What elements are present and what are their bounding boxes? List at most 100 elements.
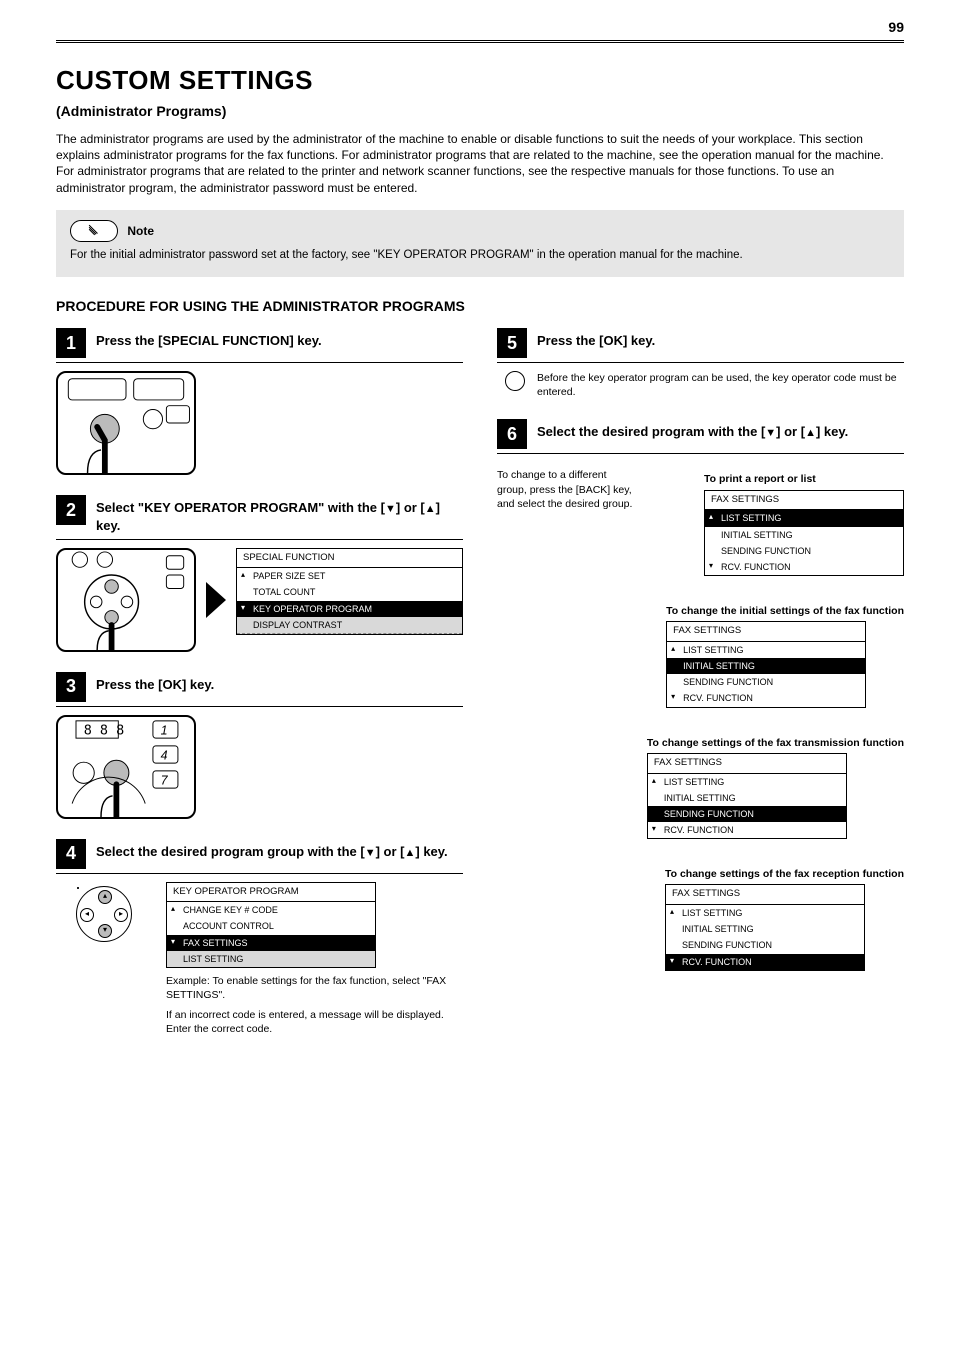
lcd6a-row: SENDING FUNCTION [705,543,903,559]
step-5-text: Press the [OK] key. [537,328,904,350]
down-caret-icon: ▾ [709,561,713,572]
lcd6b-title: FAX SETTINGS [667,622,865,642]
step-4: 4 Select the desired program group with … [56,839,463,1037]
step-4-text-post: ] key. [415,844,447,859]
arrow-icon [206,582,226,618]
step-4-number: 4 [56,839,86,869]
down-caret-icon: ▾ [652,824,656,835]
right-column: 5 Press the [OK] key. Before the key ope… [497,328,904,1056]
dpad-illustration: ▴ ▾ ◂ ▸ [76,886,132,942]
lcd2-r1: PAPER SIZE SET [253,571,325,581]
lcd6d-row: INITIAL SETTING [666,921,864,937]
svg-text:8 8 8: 8 8 8 [84,723,125,738]
lcd6c-title: FAX SETTINGS [648,754,846,774]
lcd6a-row-selected: ▴ LIST SETTING [705,510,903,526]
lcd6d-row-selected: ▾RCV. FUNCTION [666,954,864,970]
section-heading: PROCEDURE FOR USING THE ADMINISTRATOR PR… [56,297,904,316]
page-subtitle: (Administrator Programs) [56,102,904,121]
lcd6a: FAX SETTINGS ▴LIST SETTING INITIAL SETTI… [704,490,904,576]
down-caret-icon: ▾ [671,692,675,703]
step-6-text-mid: ] or [ [776,424,805,439]
step-6-number: 6 [497,419,527,449]
lcd6d-r1: LIST SETTING [682,908,742,918]
lcd4-r1: CHANGE KEY # CODE [183,905,278,915]
step-2: 2 Select "KEY OPERATOR PROGRAM" with the… [56,495,463,651]
svg-text:4: 4 [161,748,168,762]
up-caret-icon: ▴ [652,776,656,787]
step-4-text-pre: Select the desired program group with th… [96,844,365,859]
lcd6b-row: ▾RCV. FUNCTION [667,690,865,706]
lcd6d: FAX SETTINGS ▴LIST SETTING INITIAL SETTI… [665,884,865,970]
lcd4-row: LIST SETTING [167,951,375,967]
up-caret-icon: ▴ [171,904,175,915]
lcd4-r3: FAX SETTINGS [183,938,248,948]
lcd4-title: KEY OPERATOR PROGRAM [167,883,375,903]
step-2-illustration [56,548,196,652]
lcd2-row: DISPLAY CONTRAST [237,617,462,634]
lcd2-row: ▴ PAPER SIZE SET [237,568,462,584]
lcd6b-r1: LIST SETTING [683,645,743,655]
step-3-illustration: 8 8 8 1 4 7 [56,715,196,819]
lcd4-row-selected: ▾ FAX SETTINGS [167,935,375,951]
dpad-up-icon: ▴ [98,890,112,904]
down-caret-icon: ▾ [241,603,245,614]
step-1: 1 Press the [SPECIAL FUNCTION] key. [56,328,463,475]
lcd6c-row: INITIAL SETTING [648,790,846,806]
step-1-illustration [56,371,196,475]
lcd6a-r4: RCV. FUNCTION [721,562,791,572]
note-box: Note For the initial administrator passw… [56,210,904,278]
lcd6b-row: ▴ LIST SETTING [667,642,865,658]
svg-text:7: 7 [161,773,169,787]
up-caret-icon: ▴ [671,644,675,655]
svg-text:1: 1 [161,723,168,737]
dpad-right-icon: ▸ [114,908,128,922]
step-4-text-mid: ] or [ [376,844,405,859]
step-4-text: Select the desired program group with th… [96,839,463,861]
step-3-number: 3 [56,672,86,702]
lcd6b-row-selected: INITIAL SETTING [667,658,865,674]
step-2-text-mid: ] or [ [396,500,425,515]
dpad-down-icon: ▾ [98,924,112,938]
lcd6a-title: FAX SETTINGS [705,491,903,511]
lcd2-r3: KEY OPERATOR PROGRAM [253,604,372,614]
up-caret-icon: ▴ [241,570,245,581]
top-rule [56,40,904,43]
note-label: Note [127,224,154,238]
note-icon [70,220,118,242]
page-title: CUSTOM SETTINGS [56,63,904,98]
step-2-text: Select "KEY OPERATOR PROGRAM" with the [… [96,495,463,534]
lcd6c: FAX SETTINGS ▴LIST SETTING INITIAL SETTI… [647,753,847,839]
step-4-lcd: KEY OPERATOR PROGRAM ▴CHANGE KEY # CODE … [166,882,376,968]
note-text: For the initial administrator password s… [70,248,890,264]
lcd6c-label: To change settings of the fax transmissi… [647,736,904,750]
dpad-left-icon: ◂ [80,908,94,922]
up-triangle-icon: ▲ [404,846,415,861]
lcd6a-row: ▾ RCV. FUNCTION [705,559,903,575]
step-5-sub: Before the key operator program can be u… [537,371,904,399]
lcd2-row: TOTAL COUNT [237,584,462,600]
lcd6c-r4: RCV. FUNCTION [664,825,734,835]
lcd6b: FAX SETTINGS ▴ LIST SETTING INITIAL SETTI… [666,621,866,707]
step-6-note: To change to a different group, press th… [497,462,633,970]
down-caret-icon: ▾ [171,937,175,948]
up-triangle-icon: ▲ [805,426,816,441]
step-1-text: Press the [SPECIAL FUNCTION] key. [96,328,463,350]
step-6: 6 Select the desired program with the [▼… [497,419,904,970]
step-5-number: 5 [497,328,527,358]
lcd6c-row: ▾ RCV. FUNCTION [648,822,846,838]
step-6-text-pre: Select the desired program with the [ [537,424,765,439]
lcd6b-label: To change the initial settings of the fa… [666,604,904,618]
lcd6c-row-selected: SENDING FUNCTION [648,806,846,822]
page-number: 99 [888,18,904,37]
ok-key-icon [505,371,525,391]
step-4-caution: If an incorrect code is entered, a messa… [166,1008,463,1036]
up-caret-icon: ▴ [709,512,713,523]
lcd6a-r1: LIST SETTING [721,513,781,523]
lcd6d-r4: RCV. FUNCTION [682,957,752,967]
left-column: 1 Press the [SPECIAL FUNCTION] key. [56,328,463,1056]
lcd6a-label: To print a report or list [704,472,904,486]
down-triangle-icon: ▼ [385,502,396,517]
lcd2-row-selected: ▾ KEY OPERATOR PROGRAM [237,601,462,617]
lcd6b-row: SENDING FUNCTION [667,674,865,690]
lcd6d-label: To change settings of the fax reception … [665,867,904,881]
